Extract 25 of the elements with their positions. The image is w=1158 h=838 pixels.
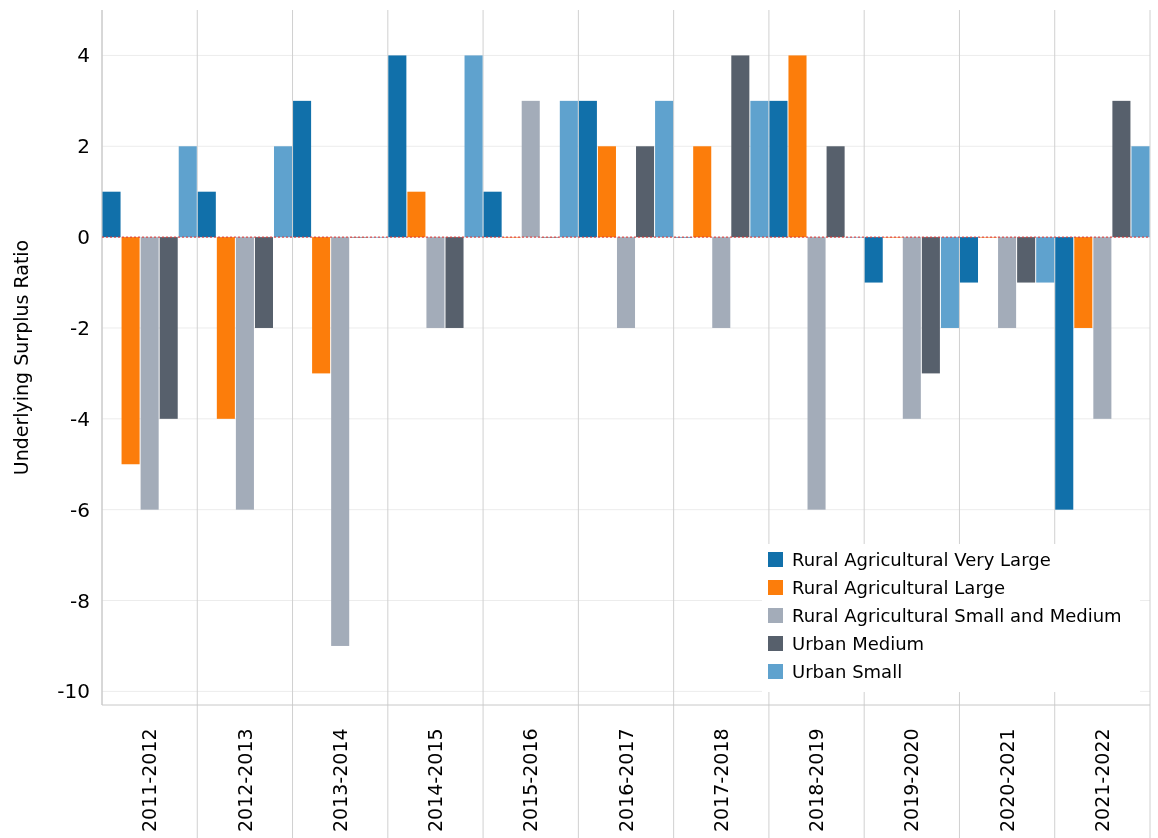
y-tick-label: -2	[70, 315, 90, 340]
x-tick-label: 2016-2017	[614, 728, 637, 832]
x-tick-label: 2014-2015	[424, 728, 447, 832]
legend-label: Rural Agricultural Small and Medium	[792, 605, 1122, 627]
legend-label: Rural Agricultural Large	[792, 577, 1005, 599]
x-tick-label: 2012-2013	[233, 728, 256, 832]
x-tick-label: 2018-2019	[805, 728, 828, 832]
x-tick-label: 2013-2014	[328, 728, 351, 832]
x-tick-label: 2011-2012	[138, 728, 161, 832]
y-tick-label: 4	[77, 43, 90, 68]
legend-label: Rural Agricultural Very Large	[792, 549, 1051, 571]
x-tick-label: 2020-2021	[995, 728, 1018, 832]
y-tick-label: 0	[77, 225, 90, 250]
x-tick-label: 2019-2020	[900, 728, 923, 832]
x-tick-label: 2017-2018	[709, 728, 732, 832]
y-axis-title: Underlying Surplus Ratio	[10, 239, 32, 476]
legend-label: Urban Medium	[792, 633, 925, 655]
y-tick-label: -6	[70, 497, 90, 522]
y-tick-label: -8	[70, 588, 90, 613]
x-tick-label: 2021-2022	[1091, 728, 1114, 832]
y-tick-label: -10	[57, 679, 90, 704]
legend-label: Urban Small	[792, 661, 903, 683]
y-tick-label: -4	[70, 406, 90, 431]
y-tick-label: 2	[77, 134, 90, 159]
x-tick-label: 2015-2016	[519, 728, 542, 832]
